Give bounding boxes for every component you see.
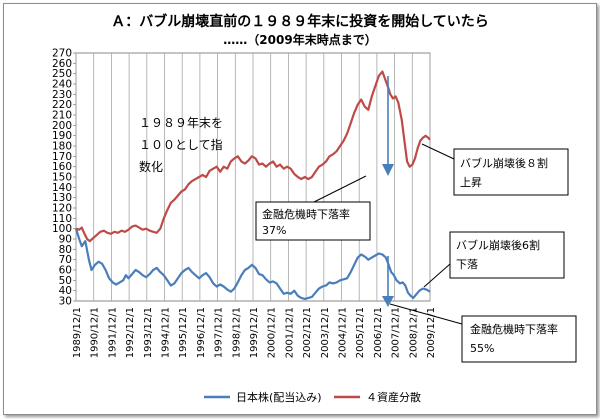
- callout-diversified-crisis: 金融危機時下落率 37%: [255, 175, 371, 241]
- y-tick-label: 230: [52, 89, 72, 101]
- y-tick-label: 180: [52, 141, 72, 153]
- callout-box: [453, 148, 569, 196]
- callout-stocks-crisis: 金融危機時下落率 55%: [389, 303, 577, 363]
- y-tick-label: 90: [59, 234, 72, 246]
- chart-title: Ａ：バブル崩壊直前の１９８９年末に投資を開始していたら: [111, 13, 489, 30]
- y-tick-label: 140: [52, 182, 72, 194]
- callout-line-1: バブル崩壊後８割: [460, 156, 548, 170]
- callout-stocks-fall: バブル崩壊後6割 下落: [423, 231, 565, 288]
- y-tick-label: 120: [52, 203, 72, 215]
- x-tick-label: 2005/12/1: [355, 307, 366, 358]
- legend-label: 日本株(配当込み): [236, 390, 322, 404]
- x-tick-label: 2008/12/1: [408, 307, 419, 358]
- y-tick-label: 160: [52, 161, 72, 173]
- annotation-index-line-1: １９８９年末を: [139, 116, 223, 130]
- chart-subtitle: ……（2009年末時点まで）: [223, 32, 376, 47]
- x-tick-label: 1998/12/1: [231, 307, 242, 358]
- y-tick-label: 210: [52, 110, 72, 122]
- x-tick-label: 1999/12/1: [249, 307, 260, 358]
- callout-pointer: [421, 143, 455, 160]
- callout-pointer: [313, 175, 367, 203]
- crash-arrow-head: [382, 164, 394, 176]
- x-tick-label: 1994/12/1: [161, 307, 172, 358]
- x-axis: 1989/12/1 1990/12/1 1991/12/1 1992/12/1 1993…: [72, 307, 437, 358]
- y-tick-label: 130: [52, 192, 72, 204]
- crash-arrow-stocks: [382, 256, 394, 307]
- y-tick-label: 240: [52, 79, 72, 91]
- y-tick-label: 30: [59, 296, 72, 308]
- y-tick-label: 80: [59, 244, 72, 256]
- y-tick-label: 250: [52, 68, 72, 80]
- series-line-japan-stocks: [74, 228, 431, 300]
- x-tick-label: 1991/12/1: [107, 307, 118, 358]
- x-tick-label: 1993/12/1: [143, 307, 154, 358]
- chart-frame: Ａ：バブル崩壊直前の１９８９年末に投資を開始していたら ……（2009年末時点ま…: [3, 3, 597, 415]
- x-tick-label: 2006/12/1: [373, 307, 384, 358]
- x-tick-label: 1989/12/1: [72, 307, 83, 358]
- y-tick-label: 170: [52, 151, 72, 163]
- y-tick-label: 70: [59, 254, 72, 266]
- callout-box: [461, 315, 577, 363]
- callout-diversified-rise: バブル崩壊後８割 上昇: [421, 143, 569, 196]
- x-tick-label: 2001/12/1: [284, 307, 295, 358]
- callout-line-2: 37%: [262, 224, 286, 237]
- y-tick-label: 50: [59, 275, 72, 287]
- callout-line-1: 金融危機時下落率: [470, 322, 558, 336]
- x-tick-label: 2000/12/1: [267, 307, 278, 358]
- x-tick-label: 1992/12/1: [125, 307, 136, 358]
- annotation-index-line-2: １００として指: [139, 137, 223, 152]
- series-layer: [74, 70, 431, 300]
- callout-pointer: [423, 263, 451, 288]
- y-tick-label: 270: [52, 48, 72, 60]
- x-tick-label: 1996/12/1: [196, 307, 207, 358]
- x-tick-label: 1995/12/1: [178, 307, 189, 358]
- series-line-four-asset: [75, 70, 431, 243]
- callout-line-2: 55%: [470, 342, 494, 355]
- x-tick-label: 1997/12/1: [214, 307, 225, 358]
- grid: [75, 52, 431, 302]
- callout-line-2: 下落: [456, 258, 478, 271]
- callout-line-1: 金融危機時下落率: [262, 207, 350, 221]
- crash-arrow-head: [382, 296, 394, 307]
- callout-line-1: バブル崩壊後6割: [456, 238, 540, 252]
- y-tick-label: 110: [52, 213, 72, 225]
- chart: Ａ：バブル崩壊直前の１９８９年末に投資を開始していたら ……（2009年末時点ま…: [52, 13, 577, 404]
- y-tick-label: 220: [52, 99, 72, 111]
- callout-box: [449, 231, 565, 279]
- x-tick-label: 2009/12/1: [426, 307, 437, 358]
- annotation-index-note: １９８９年末を １００として指 数化: [139, 116, 223, 174]
- legend: 日本株(配当込み) ４資産分散: [204, 390, 421, 404]
- y-tick-label: 100: [52, 223, 72, 235]
- y-tick-label: 40: [59, 285, 72, 297]
- y-tick-label: 260: [52, 58, 72, 70]
- legend-label: ４資産分散: [366, 390, 421, 404]
- x-tick-label: 2002/12/1: [302, 307, 313, 358]
- callout-pointer: [389, 303, 463, 325]
- y-tick-label: 200: [52, 120, 72, 132]
- annotation-index-line-3: 数化: [139, 159, 163, 174]
- callout-line-2: 上昇: [460, 176, 482, 189]
- crash-arrow-diversified: [382, 76, 394, 176]
- x-tick-label: 1990/12/1: [90, 307, 101, 358]
- y-axis: 3040506070809010011012013014015016017018…: [52, 48, 76, 308]
- y-tick-label: 150: [52, 172, 72, 184]
- callout-box: [255, 201, 371, 241]
- y-tick-label: 190: [52, 130, 72, 142]
- x-tick-label: 2003/12/1: [320, 307, 331, 358]
- x-tick-label: 2004/12/1: [338, 307, 349, 358]
- x-tick-label: 2007/12/1: [391, 307, 402, 358]
- y-tick-label: 60: [59, 265, 72, 277]
